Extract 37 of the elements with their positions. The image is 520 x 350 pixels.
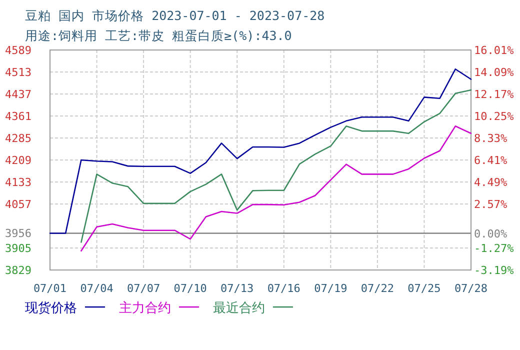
x-tick-label: 07/01 — [33, 282, 67, 295]
y2-tick-label: -1.27% — [474, 242, 514, 255]
x-tick-label: 07/19 — [314, 282, 348, 295]
y-tick-label: 4285 — [5, 132, 32, 145]
y-tick-label: 4513 — [5, 66, 32, 79]
y2-tick-label: 0.00% — [474, 227, 508, 240]
chart-title: 豆粕 国内 市场价格 2023-07-01 - 2023-07-28 — [25, 8, 325, 23]
chart-subtitle: 用途:饲料用 工艺:带皮 粗蛋白质≥(%):43.0 — [25, 28, 292, 43]
x-tick-label: 07/07 — [126, 282, 160, 295]
y-tick-label: 4209 — [5, 154, 32, 167]
y2-tick-label: 16.01% — [474, 44, 514, 57]
y2-tick-label: 14.09% — [474, 66, 514, 79]
y2-tick-label: 8.33% — [474, 132, 508, 145]
y-tick-label: 4057 — [5, 198, 32, 211]
x-tick-label: 07/16 — [267, 282, 300, 295]
y2-tick-label: 10.25% — [474, 110, 514, 123]
x-tick-label: 07/13 — [220, 282, 254, 295]
y2-tick-label: -3.19% — [474, 264, 514, 277]
x-tick-label: 07/28 — [454, 282, 488, 295]
y2-tick-label: 4.49% — [474, 176, 508, 189]
legend-label: 主力合约 — [119, 300, 171, 316]
legend-label: 最近合约 — [213, 301, 265, 316]
x-tick-label: 07/22 — [360, 282, 394, 295]
x-tick-label: 07/10 — [174, 282, 207, 295]
y-tick-label: 4589 — [5, 44, 32, 57]
legend-label: 现货价格 — [25, 301, 77, 316]
x-tick-label: 07/04 — [80, 282, 114, 295]
y-tick-label: 3905 — [5, 242, 32, 255]
y-tick-label: 4437 — [5, 88, 32, 101]
y2-tick-label: 12.17% — [474, 88, 514, 101]
y-tick-label: 4361 — [5, 110, 32, 123]
y-tick-label: 3829 — [5, 264, 32, 277]
y-tick-label: 4133 — [5, 176, 32, 189]
y2-tick-label: 6.41% — [474, 154, 508, 167]
y-tick-label: 3956 — [5, 227, 32, 240]
y2-tick-label: 2.57% — [474, 198, 508, 211]
x-tick-label: 07/25 — [408, 282, 441, 295]
